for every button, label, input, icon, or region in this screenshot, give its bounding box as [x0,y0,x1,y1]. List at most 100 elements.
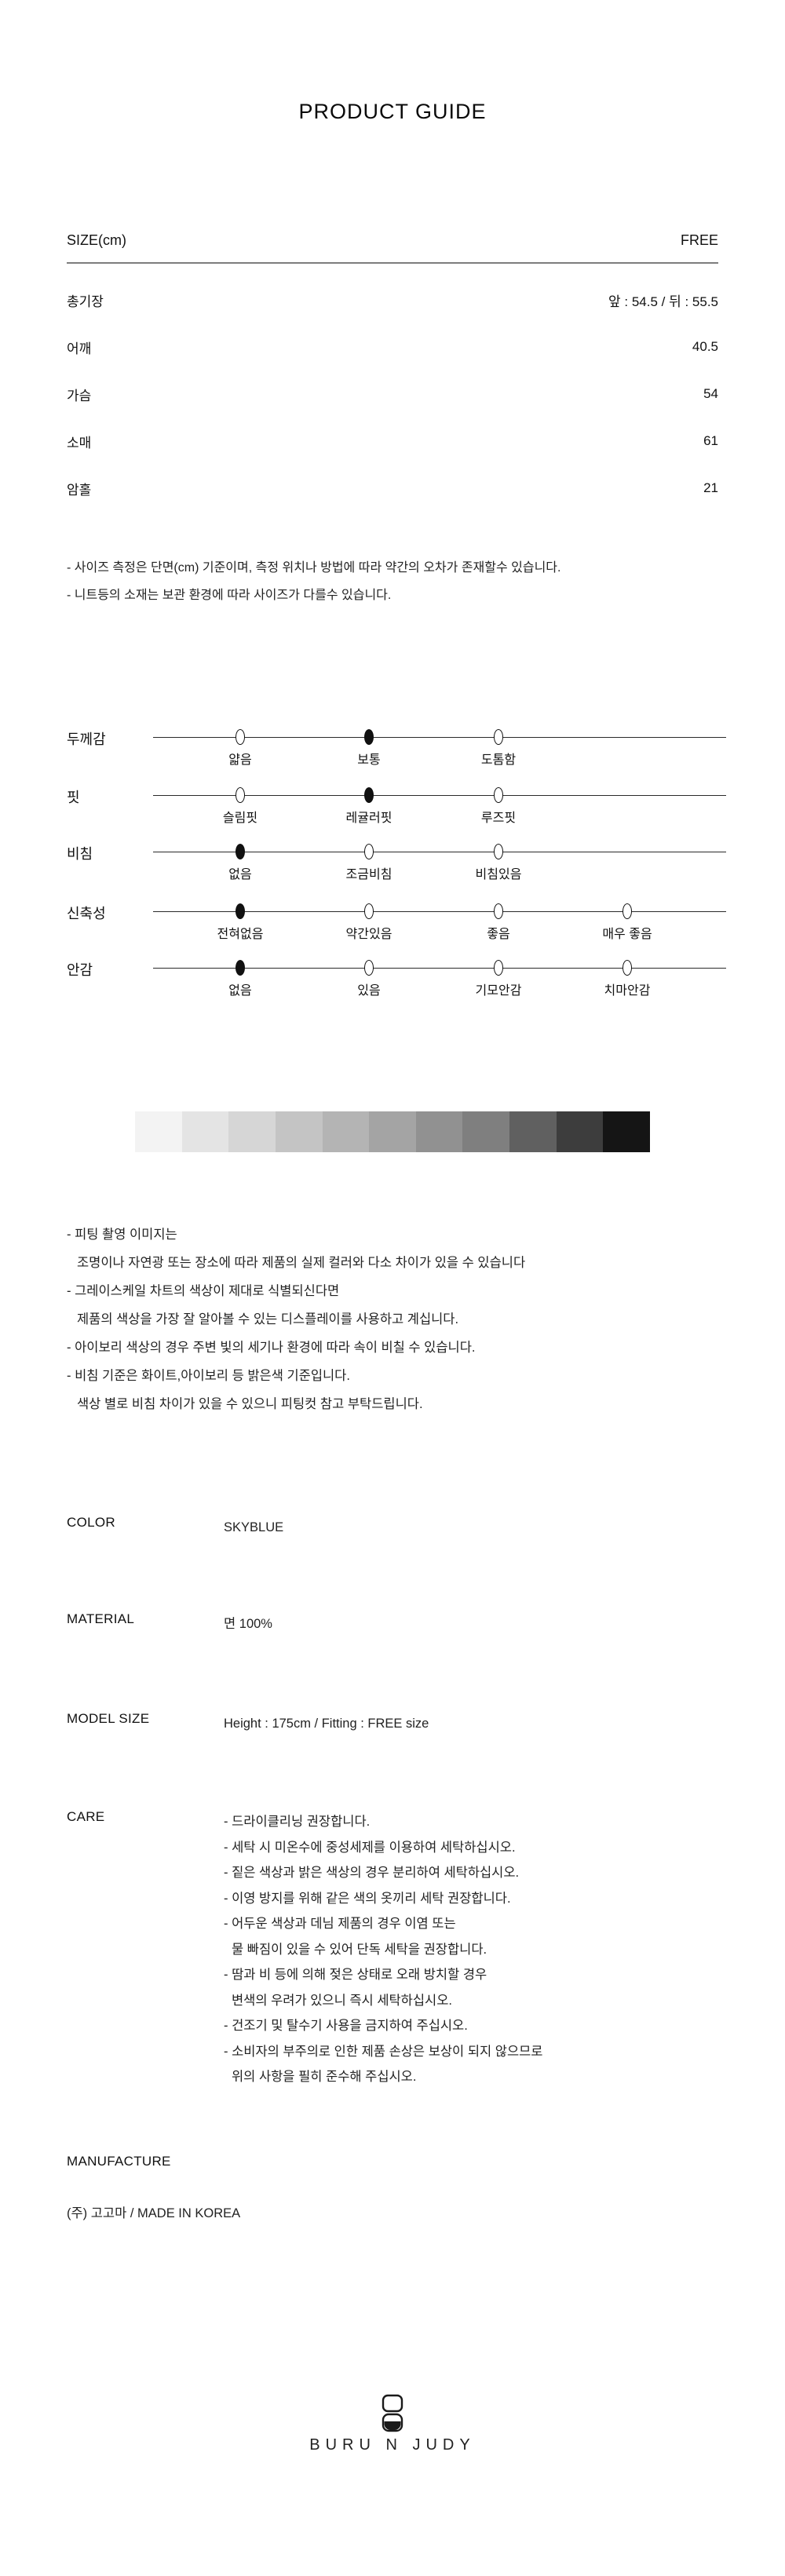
info-section-label: COLOR [67,1515,115,1530]
fit-scale-option-label: 매우 좋음 [602,928,652,941]
grayscale-segment [603,1111,651,1152]
size-table-row: 소매 61 [67,418,718,465]
grayscale-segment [462,1111,510,1152]
fit-scale-row: 비침 없음 조금비침 비침있음 [0,843,785,892]
fit-scale-row: 신축성 전혀없음 약간있음 좋음 매우 좋음 [0,903,785,951]
fit-scale-line [153,968,726,969]
fit-scale-option-label: 약간있음 [345,928,392,941]
size-row-value: 40.5 [692,339,718,354]
fit-scale-option-label: 보통 [357,753,381,767]
size-table-header: SIZE(cm) FREE [67,232,718,249]
display-note-line: 색상 별로 비침 차이가 있을 수 있으니 피팅컷 참고 부탁드립니다. [77,1397,423,1411]
grayscale-segment [275,1111,323,1152]
grayscale-segment [509,1111,557,1152]
fit-scale-dot-selected [364,729,374,745]
fit-scale-row: 핏 슬림핏 레귤러핏 루즈핏 [0,786,785,835]
info-section-line: - 짙은 색상과 밝은 색상의 경우 분리하여 세탁하십시오. [224,1866,520,1880]
info-section-line: - 이영 방지를 위해 같은 색의 옷끼리 세탁 권장합니다. [224,1891,511,1906]
fit-scale-option-label: 좋음 [487,928,510,941]
grayscale-segment [181,1111,229,1152]
info-section-line: - 땀과 비 등에 의해 젖은 상태로 오래 방치할 경우 [224,1968,487,1982]
size-row-value: 54 [703,386,718,401]
grayscale-segment [556,1111,604,1152]
grayscale-segment [322,1111,370,1152]
grayscale-segment [369,1111,416,1152]
fit-scale-dot [494,787,503,803]
display-note-line: - 피팅 촬영 이미지는 [67,1228,177,1242]
display-note-line: 조명이나 자연광 또는 장소에 따라 제품의 실제 컬러와 다소 차이가 있을 … [77,1256,526,1270]
page-title: PRODUCT GUIDE [298,100,487,123]
grayscale-chart [135,1111,651,1152]
grayscale-segment [415,1111,463,1152]
fit-scale-dot [494,903,503,919]
fit-scale-line [153,737,726,738]
fit-scale-option-label: 조금비침 [345,868,392,881]
size-row-value: 21 [703,480,718,495]
size-table-row: 총기장 앞 : 54.5 / 뒤 : 55.5 [67,276,718,323]
display-note-line: - 그레이스케일 차트의 색상이 제대로 식별되신다면 [67,1284,340,1298]
size-table-divider [67,262,718,264]
size-row-label: 총기장 [67,294,104,309]
size-notes: - 사이즈 측정은 단면(cm) 기준이며, 측정 위치나 방법에 따라 약간의… [67,554,758,609]
fit-scale-label: 신축성 [67,906,106,921]
size-row-label: 암홀 [67,482,92,498]
fit-scale-dot [236,729,245,745]
info-section-line: 위의 사항을 필히 준수해 주십시오. [232,2070,417,2084]
fit-scale-line [153,911,726,912]
fit-scale-dot [623,960,632,976]
info-section-line: 면 100% [224,1617,272,1631]
fit-scale-option-label: 도톰함 [480,753,517,767]
info-section-label: MATERIAL [67,1611,135,1626]
size-table-header-value: FREE [680,232,718,248]
fit-scale-option-label: 기모안감 [475,984,522,998]
size-table-row: 암홀 21 [67,465,718,512]
info-section-value: SKYBLUE [224,1515,742,1541]
fit-scale-dot-selected [236,960,245,976]
size-row-label: 가슴 [67,388,92,403]
fit-scale-dot [364,960,374,976]
fit-scale-option-label: 없음 [228,984,252,998]
info-section-line: 변색의 우려가 있으니 즉시 세탁하십시오. [232,1993,452,2008]
fit-scale-dot [494,729,503,745]
fit-scale-option-label: 있음 [357,984,381,998]
info-section-line: SKYBLUE [224,1520,284,1534]
fit-scale-dot [494,844,503,859]
display-note-line: - 아이보리 색상의 경우 주변 빛의 세기나 환경에 따라 속이 비칠 수 있… [67,1341,476,1355]
fit-scale-row: 안감 없음 있음 기모안감 치마안감 [0,959,785,1008]
fit-scale-dot-selected [236,903,245,919]
fit-scale-option-label: 루즈핏 [480,812,517,825]
manufacture-value: (주) 고고마 / MADE IN KOREA [67,2206,241,2220]
info-section-line: - 소비자의 부주의로 인한 제품 손상은 보상이 되지 않으므로 [224,2044,543,2059]
info-section-line: - 건조기 및 탈수기 사용을 금지하여 주십시오. [224,2019,468,2033]
fit-scale-label: 안감 [67,962,93,978]
size-row-value: 61 [703,433,718,448]
info-section-line: - 세탁 시 미온수에 중성세제를 이용하여 세탁하십시오. [224,1840,516,1855]
info-section-line: Height : 175cm / Fitting : FREE size [224,1717,429,1731]
display-note-line: - 비침 기준은 화이트,아이보리 등 밝은색 기준입니다. [67,1369,350,1383]
size-table-row: 가슴 54 [67,370,718,418]
fit-scale-line [153,795,726,796]
size-note-line: - 니트등의 소재는 보관 환경에 따라 사이즈가 다를수 있습니다. [67,589,392,602]
fit-scale-label: 두께감 [67,732,106,747]
info-section-label: MODEL SIZE [67,1711,150,1726]
fit-scale-dot-selected [236,844,245,859]
size-row-label: 소매 [67,435,92,451]
info-section-line: - 드라이클리닝 권장합니다. [224,1815,371,1829]
brand-name: BURU N JUDY [309,2436,476,2454]
fit-scale-dot-selected [364,787,374,803]
fit-scale-row: 두께감 얇음 보통 도톰함 [0,728,785,777]
info-section-value: - 드라이클리닝 권장합니다. - 세탁 시 미온수에 중성세제를 이용하여 세탁… [224,1809,742,2090]
info-section-label: CARE [67,1809,105,1824]
size-table-body: 총기장 앞 : 54.5 / 뒤 : 55.5 어깨 40.5 가슴 54 소매 61 암홀 21 [67,276,718,512]
size-note-line: - 사이즈 측정은 단면(cm) 기준이며, 측정 위치나 방법에 따라 약간의… [67,561,561,575]
hourglass-icon [382,2394,403,2432]
size-row-label: 어깨 [67,341,92,356]
fit-scale-dot [364,903,374,919]
size-row-value: 앞 : 54.5 / 뒤 : 55.5 [608,294,718,309]
info-section-line: 물 빠짐이 있을 수 있어 단독 세탁을 권장합니다. [232,1942,487,1957]
fit-scale-dot [623,903,632,919]
size-table-header-label: SIZE(cm) [67,232,126,248]
fit-scale-label: 핏 [67,790,80,805]
